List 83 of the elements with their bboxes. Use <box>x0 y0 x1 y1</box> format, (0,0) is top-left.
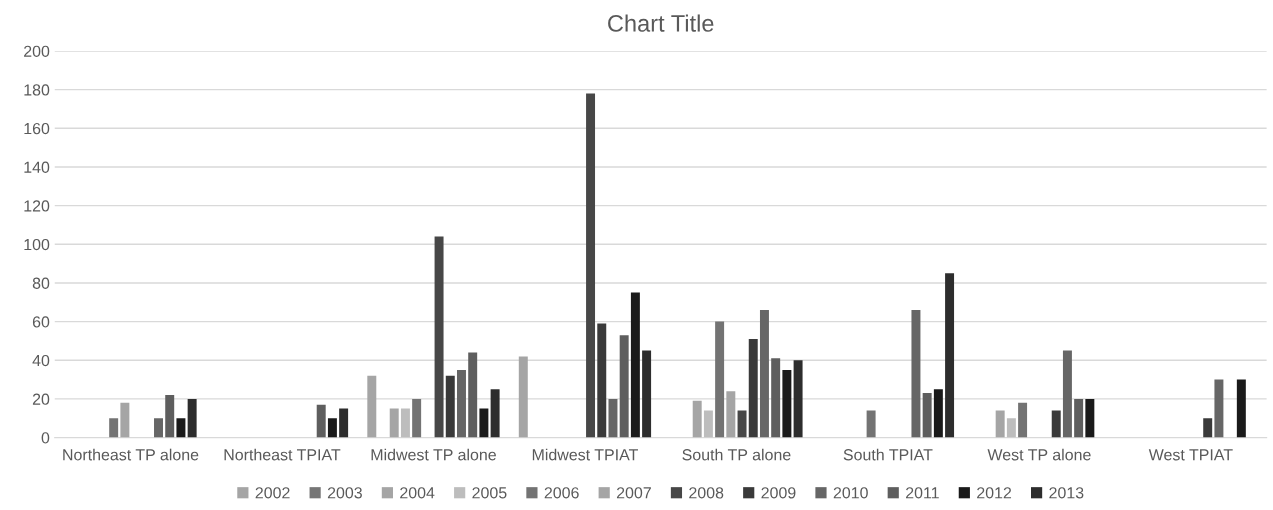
bar <box>866 410 876 438</box>
bar <box>445 375 455 438</box>
bar <box>692 400 702 438</box>
bar <box>933 389 943 438</box>
bar <box>1214 379 1224 438</box>
bar <box>412 398 422 438</box>
legend-label: 2007 <box>616 487 651 499</box>
bar <box>154 418 163 438</box>
y-tick-label: 60 <box>32 316 50 328</box>
legend-label: 2004 <box>400 487 435 499</box>
bar <box>748 339 758 438</box>
bar <box>922 393 932 438</box>
bar <box>597 323 607 438</box>
bar <box>518 356 528 438</box>
bar <box>726 391 736 438</box>
legend-label: 2005 <box>472 487 507 499</box>
y-tick-label: 120 <box>24 200 50 212</box>
bar <box>586 93 596 438</box>
bar <box>793 360 803 438</box>
bar <box>400 408 410 438</box>
bar <box>434 236 444 438</box>
y-tick-label: 40 <box>32 354 50 367</box>
bar <box>367 375 377 438</box>
bar <box>630 292 640 438</box>
bar <box>187 398 197 438</box>
y-tick-label: 160 <box>24 122 50 135</box>
y-tick-label: 180 <box>24 84 50 96</box>
bar <box>339 408 349 438</box>
legend-label: 2010 <box>833 487 868 499</box>
legend-label: 2003 <box>327 487 362 499</box>
bar <box>608 398 618 438</box>
bar <box>995 410 1005 438</box>
bar <box>120 402 130 438</box>
bar <box>1203 418 1213 438</box>
legend-label: 2013 <box>1049 487 1084 499</box>
bar <box>109 418 119 438</box>
x-tick-label: Northeast TP alone <box>63 448 199 461</box>
bar <box>468 352 478 438</box>
legend-label: 2006 <box>544 487 579 499</box>
y-tick-label: 20 <box>32 393 50 405</box>
y-tick-label: 140 <box>24 161 50 173</box>
legend-label: 2012 <box>977 487 1012 499</box>
legend-label: 2008 <box>689 487 724 499</box>
y-tick-label: 80 <box>32 277 50 289</box>
x-tick-label: Midwest TP alone <box>371 448 496 461</box>
bar <box>759 310 769 438</box>
legend-label: 2002 <box>255 487 290 499</box>
bar <box>389 408 399 438</box>
bar <box>642 350 652 438</box>
bar <box>737 410 747 438</box>
bar <box>1074 398 1084 438</box>
bar <box>316 404 326 438</box>
bar <box>1236 379 1246 438</box>
y-tick-label: 0 <box>41 432 50 444</box>
x-tick-label: Northeast TPIAT <box>224 448 341 461</box>
bar <box>715 321 725 438</box>
legend-label: 2011 <box>906 487 939 499</box>
bar <box>457 369 466 438</box>
x-tick-label: South TP alone <box>682 448 791 461</box>
bar <box>1062 350 1072 438</box>
chart-title: Chart Title <box>608 14 714 32</box>
legend-label: 2009 <box>761 487 796 499</box>
x-tick-label: South TPIAT <box>843 448 933 461</box>
bar <box>1085 398 1095 438</box>
bar <box>165 395 175 438</box>
bar <box>771 358 781 438</box>
bar <box>945 273 955 438</box>
bar <box>911 310 921 438</box>
bar <box>782 369 792 438</box>
x-tick-label: Midwest TPIAT <box>532 448 638 461</box>
bar <box>703 410 713 438</box>
y-tick-label: 200 <box>24 45 50 57</box>
bar <box>490 389 500 438</box>
bar <box>327 418 337 438</box>
x-tick-label: West TP alone <box>987 448 1091 461</box>
y-tick-label: 100 <box>24 238 50 251</box>
bar <box>619 335 629 438</box>
x-tick-label: West TPIAT <box>1148 449 1233 461</box>
bar <box>1006 418 1016 438</box>
bar <box>176 418 186 438</box>
bar <box>1051 410 1061 438</box>
bar <box>479 408 489 438</box>
bar <box>1018 402 1028 438</box>
